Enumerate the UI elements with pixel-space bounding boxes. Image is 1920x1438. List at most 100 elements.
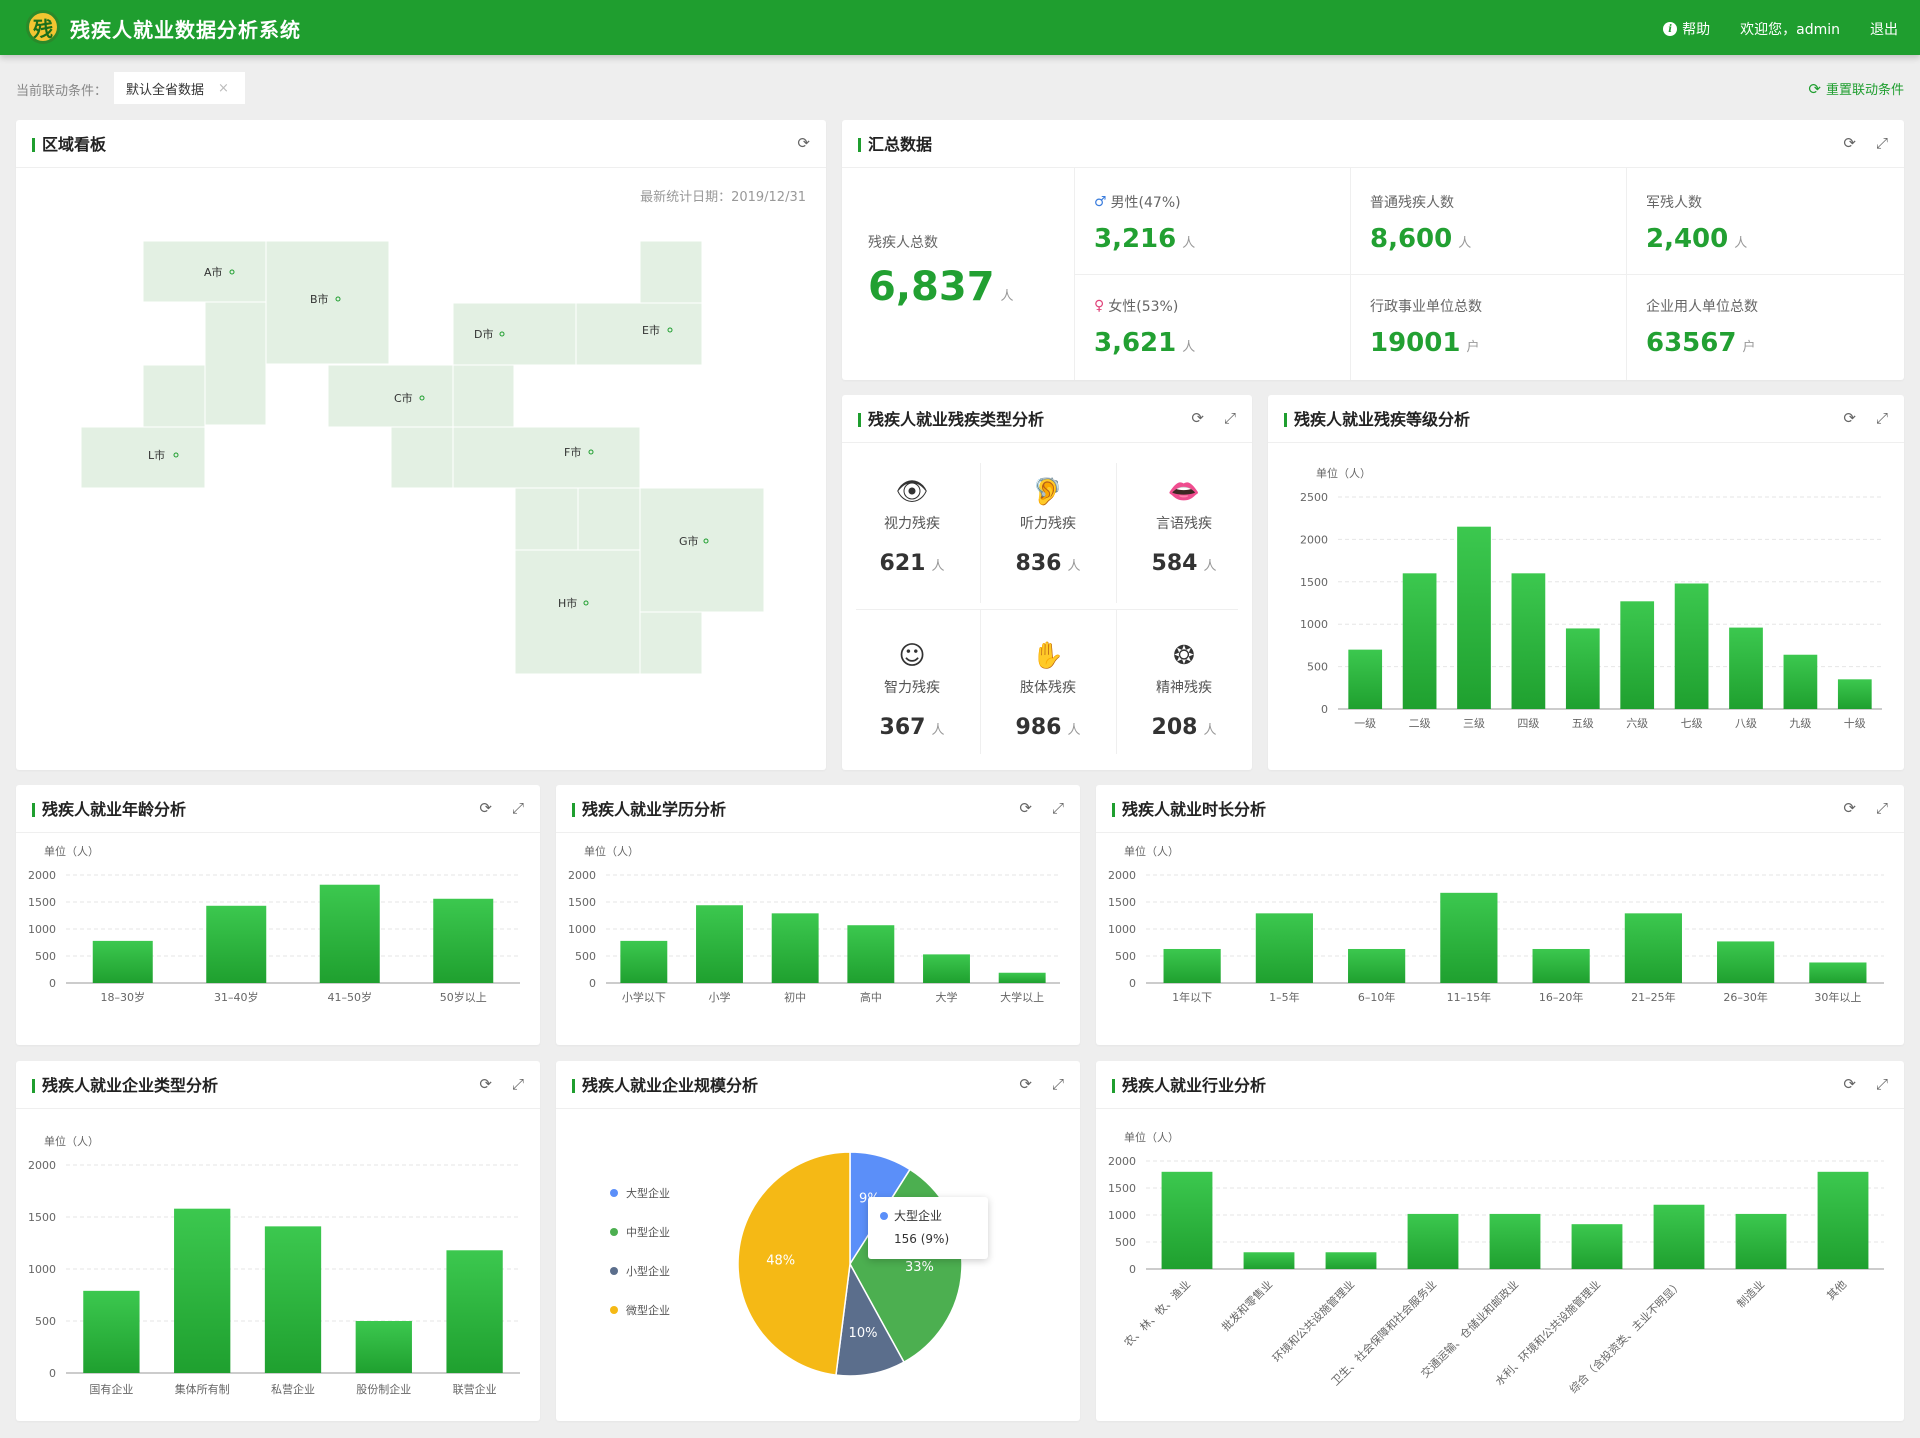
age-bar-chart: 单位（人） 0 500 1000 1500 2000 18–30岁 31–40岁 41–50岁 5… (28, 844, 520, 1004)
education-bar-chart: 单位（人） 0 500 1000 1500 2000 小学以下 小学 初中 高中 大学 大学以上 (568, 844, 1060, 1004)
refresh-icon[interactable]: ⟳ (797, 134, 810, 152)
bar (771, 913, 819, 983)
x-tick-label: 小学以下 (622, 990, 666, 1004)
city-label: F市 (564, 445, 581, 459)
x-tick-label: 高中 (860, 990, 882, 1004)
expand-icon[interactable]: ⤢ (1875, 799, 1888, 817)
map-region-e2 (575, 302, 703, 366)
disability-type-panel: 残疾人就业残疾类型分析 ⟳ ⤢ 👁 视力残疾 621 人 🦻 听力残疾 836 人 … (842, 395, 1252, 770)
refresh-icon[interactable]: ⟳ (479, 1075, 492, 1093)
refresh-icon[interactable]: ⟳ (1191, 409, 1204, 427)
x-tick-label: 环境和公共设施管理业 (1269, 1277, 1357, 1365)
map-region-d2 (452, 364, 515, 428)
map-region-c (327, 364, 454, 428)
y-tick-label: 1000 (28, 923, 56, 936)
x-tick-label: 国有企业 (89, 1382, 133, 1396)
expand-icon[interactable]: ⤢ (1875, 134, 1888, 152)
head-icon: ☺ (898, 641, 926, 671)
y-tick-label: 1000 (1108, 1209, 1136, 1222)
map-region-c2 (390, 426, 454, 489)
refresh-icon[interactable]: ⟳ (479, 799, 492, 817)
industry-chart-panel: 残疾人就业行业分析 ⟳ ⤢ 单位（人） 0 500 1000 1500 2000 农、林、牧… (1096, 1061, 1904, 1421)
refresh-icon[interactable]: ⟳ (1843, 134, 1856, 152)
y-tick-label: 2000 (568, 869, 596, 882)
y-tick-label: 2000 (28, 869, 56, 882)
panel-title: 区域看板 (32, 136, 106, 154)
city-label: D市 (474, 327, 493, 341)
y-tick-label: 500 (1115, 1236, 1136, 1249)
expand-icon[interactable]: ⤢ (511, 1075, 524, 1093)
bar (1511, 573, 1546, 709)
panel-title: 残疾人就业年龄分析 (32, 801, 186, 819)
refresh-icon[interactable]: ⟳ (1019, 1075, 1032, 1093)
expand-icon[interactable]: ⤢ (511, 799, 524, 817)
summary-panel: 汇总数据 ⟳ ⤢ 残疾人总数 6,837 人 ♂ 男性(47%) 3,216 人 ♀ 女… (842, 120, 1904, 380)
refresh-icon[interactable]: ⟳ (1019, 799, 1032, 817)
brain-icon: ❂ (1173, 641, 1195, 671)
y-tick-label: 1000 (28, 1263, 56, 1276)
bar (355, 1321, 412, 1373)
refresh-icon[interactable]: ⟳ (1843, 409, 1856, 427)
map-region-f (452, 426, 641, 489)
help-link[interactable]: i 帮助 (1663, 19, 1710, 39)
bar (174, 1208, 231, 1373)
map-region-h (514, 487, 579, 551)
y-tick-label: 1500 (1108, 896, 1136, 909)
age-chart-panel: 残疾人就业年龄分析 ⟳ ⤢ 单位（人） 0 500 1000 1500 2000 18–30… (16, 785, 540, 1045)
bar (696, 905, 743, 983)
city-label: H市 (558, 596, 577, 610)
admin-units-count: 行政事业单位总数 19001 户 (1370, 299, 1482, 358)
lips-icon: 👄 (1167, 477, 1201, 507)
expand-icon[interactable]: ⤢ (1051, 1075, 1064, 1093)
legend-dot (610, 1306, 618, 1314)
x-tick-label: 批发和零售业 (1219, 1277, 1276, 1334)
x-tick-label: 股份制企业 (356, 1382, 411, 1396)
unit-label: 单位（人） (44, 844, 99, 858)
disability-hearing: 🦻 听力残疾 836 人 (981, 475, 1115, 576)
reset-filter-button[interactable]: ⟳ 重置联动条件 (1808, 79, 1904, 99)
bar (1674, 583, 1709, 709)
military-count: 军残人数 2,400 人 (1646, 195, 1748, 254)
male-count: ♂ 男性(47%) 3,216 人 (1094, 194, 1196, 254)
filter-bar: 当前联动条件： 默认全省数据 × ⟳ 重置联动条件 (0, 70, 1920, 104)
logout-link[interactable]: 退出 (1870, 22, 1898, 38)
city-label: C市 (394, 391, 413, 405)
panel-title: 残疾人就业行业分析 (1112, 1077, 1266, 1095)
info-icon: i (1663, 22, 1678, 36)
y-tick-label: 1000 (1300, 618, 1328, 631)
y-tick-label: 1000 (1108, 923, 1136, 936)
x-tick-label: 小学 (709, 990, 731, 1004)
refresh-icon[interactable]: ⟳ (1843, 1075, 1856, 1093)
city-label: A市 (204, 265, 223, 279)
x-tick-label: 六级 (1626, 717, 1648, 730)
expand-icon[interactable]: ⤢ (1875, 409, 1888, 427)
expand-icon[interactable]: ⤢ (1875, 1075, 1888, 1093)
map-region-h2 (514, 549, 641, 675)
expand-icon[interactable]: ⤢ (1223, 409, 1236, 427)
x-tick-label: 6–10年 (1358, 990, 1396, 1004)
map-region-e (639, 240, 703, 304)
bar (1489, 1213, 1541, 1269)
x-tick-label: 九级 (1789, 717, 1811, 730)
bar (83, 1290, 140, 1373)
map-region-b (265, 240, 390, 365)
expand-icon[interactable]: ⤢ (1051, 799, 1064, 817)
filter-tag[interactable]: 默认全省数据 × (114, 72, 245, 104)
x-tick-label: 其他 (1824, 1278, 1849, 1303)
refresh-icon[interactable]: ⟳ (1843, 799, 1856, 817)
disability-speech: 👄 言语残疾 584 人 (1117, 475, 1251, 576)
y-tick-label: 0 (589, 977, 596, 990)
total-label: 残疾人总数 (868, 235, 938, 251)
bar (1817, 1171, 1869, 1269)
male-icon: ♂ (1094, 194, 1107, 210)
x-tick-label: 五级 (1572, 717, 1594, 730)
bar (1348, 948, 1406, 983)
map-region-g2 (639, 611, 703, 675)
legend-dot (610, 1267, 618, 1275)
x-tick-label: 一级 (1354, 717, 1376, 730)
panel-title: 残疾人就业时长分析 (1112, 801, 1266, 819)
close-icon[interactable]: × (218, 80, 229, 96)
total-count: 残疾人总数 6,837 人 (868, 232, 1014, 310)
legend-dot (610, 1189, 618, 1197)
